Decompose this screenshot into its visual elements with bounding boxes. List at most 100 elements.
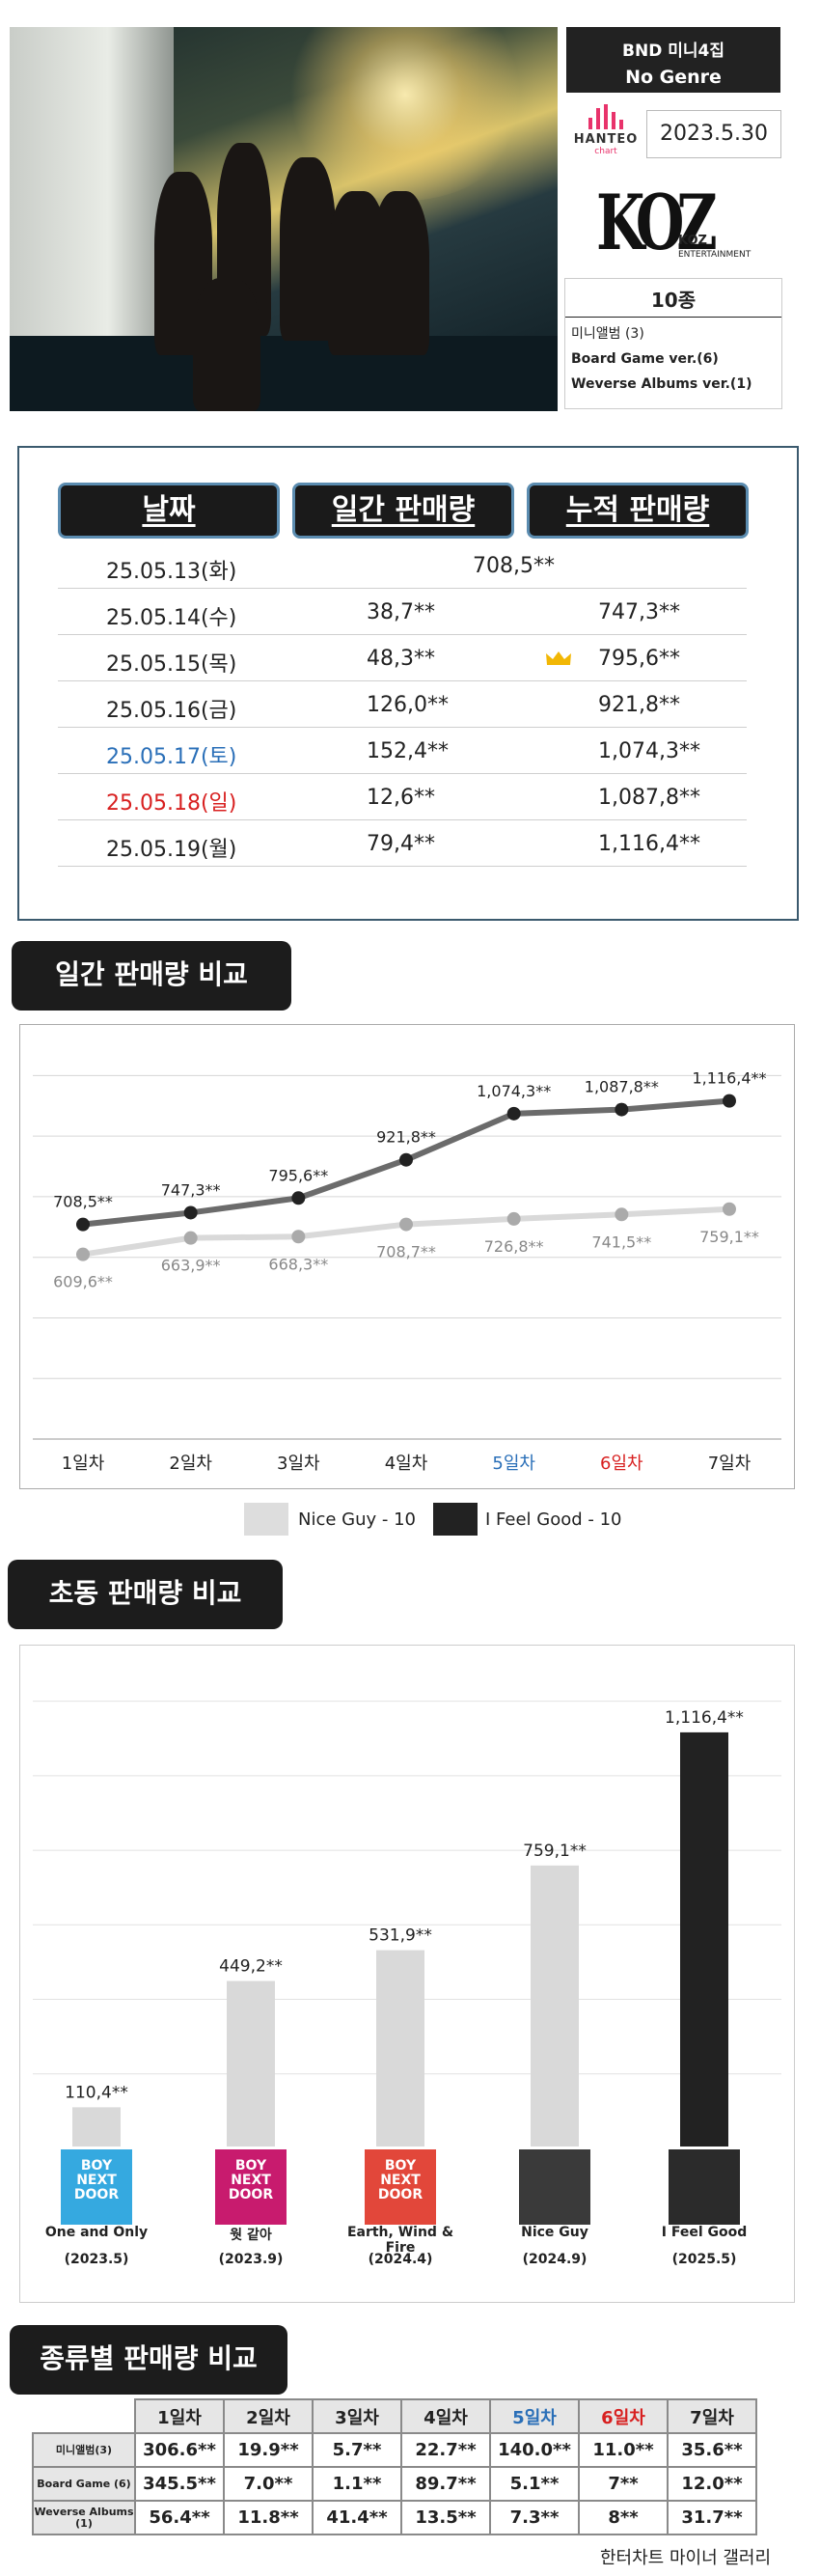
album-name: Nice Guy (521, 2225, 588, 2240)
bar (680, 1731, 728, 2147)
table-cell: 7** (578, 2466, 669, 2502)
bar (531, 1865, 579, 2147)
bar (227, 1980, 275, 2147)
bar-value-label: 759,1** (523, 1842, 587, 1861)
bar (72, 2107, 121, 2147)
crown-icon (546, 651, 571, 665)
table-cell: 89.7** (400, 2466, 491, 2502)
sales-table-box (17, 446, 799, 921)
versions-count: 10종 (650, 289, 697, 312)
version-item: Board Game ver.(6) (571, 351, 719, 367)
footer-credit: 한터차트 마이너 갤러리 (600, 2548, 772, 2568)
table-cell: 19.9** (223, 2432, 314, 2468)
col-header: 4일차 (400, 2398, 491, 2434)
data-point (291, 1230, 306, 1244)
sales-daily: 12,6** (367, 786, 435, 810)
sales-cumulative: 1,087,8** (598, 786, 700, 810)
section-by-type-compare: 종류별 판매량 비교 (10, 2325, 287, 2395)
album-title: No Genre (625, 67, 722, 88)
col-header: 7일차 (667, 2398, 757, 2434)
bar-chart-frame (19, 1645, 795, 2303)
section-first-week-compare: 초동 판매량 비교 (8, 1560, 283, 1629)
bar-value-label: 110,4** (65, 2083, 128, 2102)
legend-i-feel-good: I Feel Good - 10 (433, 1503, 645, 1537)
sales-daily: 48,3** (367, 647, 435, 671)
sales-row: 25.05.19(월) 79,4** 1,116,4** (58, 820, 747, 867)
type-sales-table: 1일차 2일차 3일차 4일차 5일차 6일차 7일차 미니앨범(3) 306.6** 19.9*… (32, 2398, 757, 2535)
x-tick-label: 6일차 (600, 1454, 643, 1474)
col-header: 6일차 (578, 2398, 669, 2434)
album-year: (2025.5) (671, 2252, 737, 2267)
version-item: Weverse Albums ver.(1) (571, 376, 752, 392)
data-label: 1,087,8** (585, 1078, 659, 1096)
sales-cumulative: 1,074,3** (598, 739, 700, 763)
sales-row: 25.05.16(금) 126,0** 921,8** (58, 681, 747, 728)
row-header: Weverse Albums (1) (32, 2500, 136, 2535)
x-tick-label: 4일차 (385, 1454, 428, 1474)
data-point (76, 1217, 90, 1232)
table-cell: 345.5** (134, 2466, 225, 2502)
data-label: 708,5** (53, 1193, 113, 1211)
data-label: 663,9** (161, 1257, 221, 1275)
sales-cumulative: 708,5** (473, 554, 555, 578)
album-cover (519, 2149, 590, 2225)
version-item: 미니앨범 (3) (571, 326, 644, 342)
album-name: I Feel Good (661, 2225, 748, 2240)
table-cell: 35.6** (667, 2432, 757, 2468)
data-point (291, 1191, 306, 1205)
data-label: 668,3** (268, 1255, 328, 1273)
album-name: 웟 같아 (230, 2228, 272, 2243)
sales-date: 25.05.13(화) (106, 560, 237, 584)
sales-cumulative: 1,116,4** (598, 832, 700, 856)
sales-date: 25.05.15(목) (106, 652, 237, 677)
sales-date: 25.05.17(토) (106, 745, 237, 769)
table-cell: 7.3** (489, 2500, 580, 2535)
daily-sales-line-chart: 1일차 2일차 3일차 4일차 5일차 6일차 7일차 609,6** 663,9** 668,3… (33, 1069, 781, 1474)
row-header: 미니앨범(3) (32, 2432, 136, 2468)
line-chart-frame (19, 1024, 795, 1489)
sales-daily: 79,4** (367, 832, 435, 856)
sales-cumulative: 747,3** (598, 600, 680, 624)
album-name: One and Only (44, 2225, 149, 2240)
data-point (399, 1152, 413, 1167)
table-cell: 7.0** (223, 2466, 314, 2502)
col-header: 3일차 (312, 2398, 402, 2434)
data-label: 708,7** (376, 1243, 436, 1261)
sales-row: 25.05.13(화) 708,5** (58, 542, 747, 589)
x-tick-label: 1일차 (62, 1454, 105, 1474)
hanteo-logo: HANTEO chart (567, 104, 644, 162)
x-tick-label: 7일차 (708, 1454, 752, 1474)
release-date: 2023.5.30 (646, 110, 781, 158)
sales-date: 25.05.19(월) (106, 838, 237, 862)
data-label: 1,116,4** (692, 1069, 766, 1088)
data-label: 741,5** (591, 1233, 651, 1251)
data-label: 1,074,3** (477, 1082, 551, 1100)
legend-nice-guy: Nice Guy - 10 (244, 1503, 447, 1537)
data-point (723, 1094, 736, 1108)
bar-value-label: 1,116,4** (665, 1708, 744, 1728)
album-subtitle: BND 미니4집 (622, 42, 724, 61)
data-point (183, 1231, 198, 1245)
data-label: 759,1** (699, 1228, 759, 1246)
x-tick-label: 2일차 (169, 1454, 212, 1474)
sales-row: 25.05.15(목) 48,3** 795,6** (58, 635, 747, 681)
album-year: (2023.9) (218, 2252, 284, 2267)
data-point (723, 1202, 736, 1216)
col-header: 2일차 (223, 2398, 314, 2434)
sales-row: 25.05.14(수) 38,7** 747,3** (58, 589, 747, 635)
sales-cumulative: 795,6** (598, 647, 680, 671)
first-week-bar-chart: 110,4** 449,2** 531,9** 759,1** 1,116,4** (33, 1701, 781, 2147)
table-cell: 31.7** (667, 2500, 757, 2535)
data-label: 795,6** (268, 1166, 328, 1184)
table-cell: 5.1** (489, 2466, 580, 2502)
legend-swatch (244, 1503, 288, 1536)
col-header: 5일차 (489, 2398, 580, 2434)
album-year: (2023.5) (64, 2252, 129, 2267)
sales-cumulative: 921,8** (598, 693, 680, 717)
sales-daily: 152,4** (367, 739, 449, 763)
data-point (615, 1207, 629, 1222)
data-label: 921,8** (376, 1128, 436, 1147)
data-point (399, 1217, 413, 1232)
album-cover: BOY NEXT DOOR (61, 2149, 132, 2225)
table-cell: 56.4** (134, 2500, 225, 2535)
